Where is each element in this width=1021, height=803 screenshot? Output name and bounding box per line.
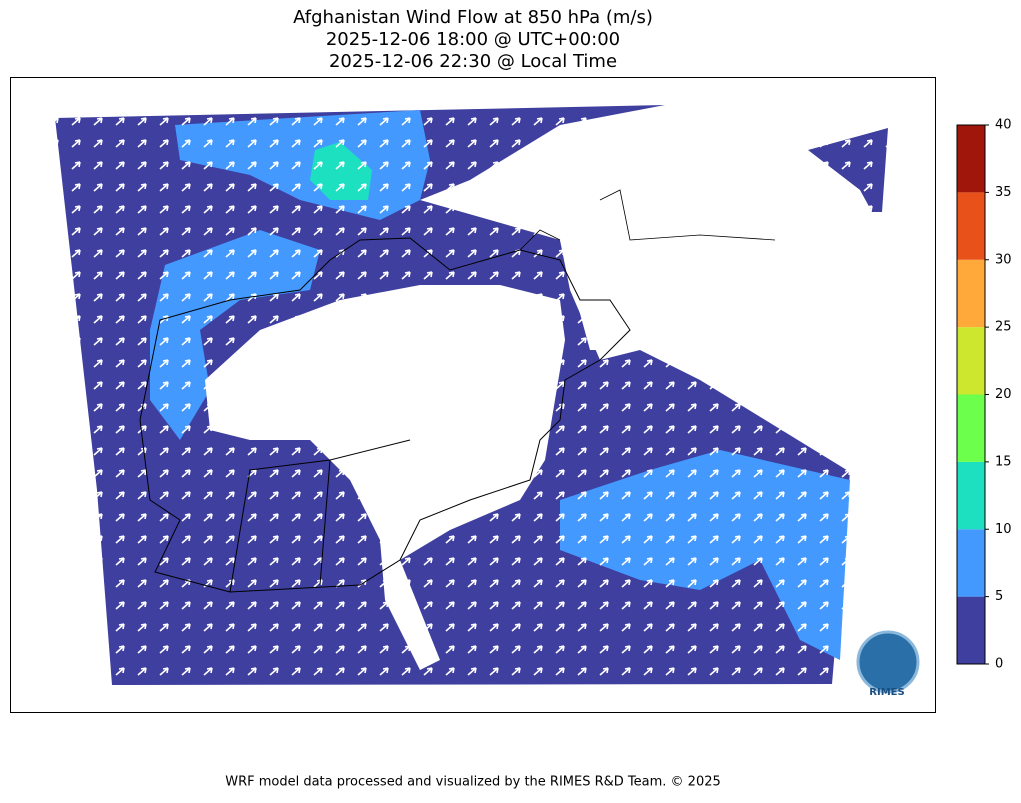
colorbar-tick-label: 0 (995, 657, 1003, 672)
colorbar-band (957, 461, 985, 530)
colorbar-band (957, 327, 985, 395)
logo-text: RIMES (869, 687, 904, 698)
colorbar-tick-label: 10 (995, 522, 1012, 537)
colorbar-tick-label: 30 (995, 252, 1012, 267)
logo-emblem (856, 630, 920, 694)
colorbar-tick-label: 15 (995, 454, 1012, 469)
colorbar-tick-label: 35 (995, 185, 1012, 200)
footer: WRF model data processed and visualized … (225, 775, 721, 790)
map (10, 77, 936, 713)
country-border (139, 237, 631, 593)
colorbar-band (957, 596, 985, 664)
wind-arrows (40, 90, 900, 700)
colorbar-tick-label: 40 (995, 118, 1012, 133)
colorbar-band (957, 394, 985, 462)
colorbar-band (957, 192, 985, 260)
colorbar-tick-label: 5 (995, 589, 1003, 604)
colorbar-band (957, 529, 985, 597)
logo: RIMES (856, 630, 920, 698)
country-border (519, 189, 776, 251)
colorbar-tick-label: 20 (995, 387, 1012, 402)
colorbar: 0 5 10 15 20 25 30 35 40 (956, 118, 1012, 672)
colorbar-band (957, 259, 985, 328)
title-line: 2025-12-06 18:00 @ UTC+00:00 (326, 29, 620, 50)
title-line: Afghanistan Wind Flow at 850 hPa (m/s) (293, 7, 653, 28)
colorbar-band (957, 125, 985, 193)
colorbar-tick-label: 25 (995, 320, 1012, 335)
title-line: 2025-12-06 22:30 @ Local Time (329, 51, 617, 72)
